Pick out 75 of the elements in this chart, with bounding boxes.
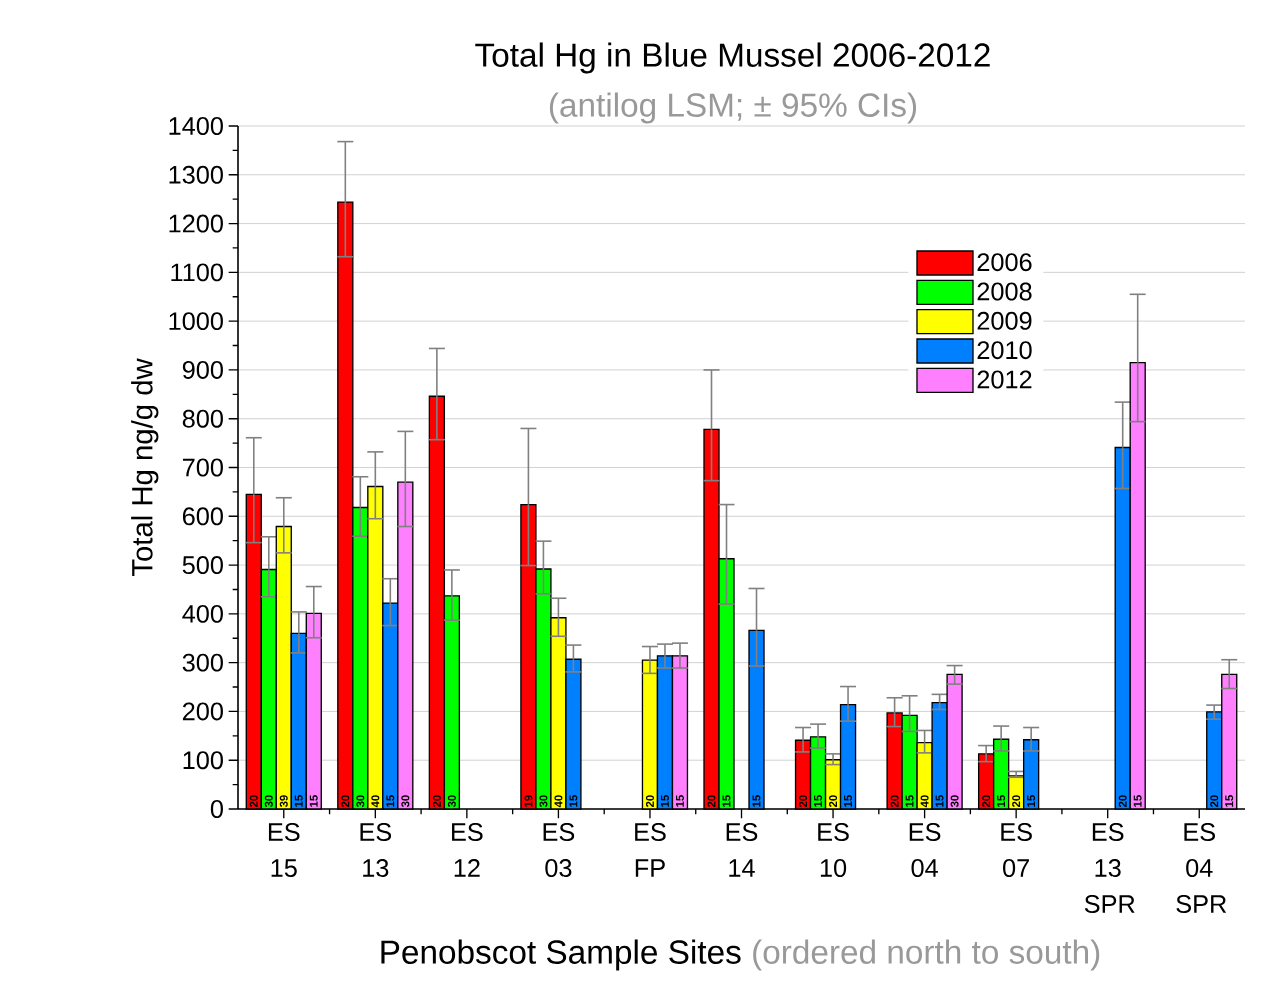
y-tick-label: 900 [182,360,223,379]
y-tick-label: 400 [182,604,223,623]
x-tick-label: ES 13 SPR [1084,823,1135,913]
annotation: 15 [1027,795,1036,807]
y-tick-label: 1200 [169,214,223,233]
annotation: 30 [264,795,273,808]
y-tick-label: 0 [210,800,223,818]
x-tick-label: ES 15 [268,823,300,877]
y-tick-label: 1400 [169,117,223,135]
x-tick-label: ES 14 [726,823,758,877]
annotation: 15 [814,795,822,807]
x-tick-label: ES 03 [543,823,575,877]
x-axis-title: Penobscot Sample Sites [381,939,741,971]
annotation: 30 [539,795,548,808]
x-tick-label: ES 10 [818,823,849,877]
legend-label: 2006 [977,253,1032,272]
annotation: 15 [844,795,852,807]
y-tick-label: 1100 [171,263,223,282]
y-tick-label: 200 [182,702,223,721]
annotation: 15 [661,795,669,807]
annotation: 20 [1210,795,1219,807]
text: (ordered north to south) [753,939,1100,971]
annotation: 15 [294,795,303,807]
legend-label: 2010 [977,341,1032,360]
annotation: 20 [1118,795,1127,807]
annotation: 40 [554,795,563,808]
annotation: 20 [829,795,838,807]
y-tick-label: 800 [182,409,223,428]
annotation: 20 [1012,795,1021,807]
annotation: 30 [401,795,410,808]
x-tick-label: ES 07 [1001,823,1032,877]
annotation: 40 [371,795,380,808]
y-tick-label: 300 [182,653,223,672]
y-tick-label: 500 [182,556,223,575]
annotation: 15 [905,795,914,807]
annotation: 20 [799,795,808,807]
annotation: 15 [569,795,578,807]
annotation: 39 [279,795,288,808]
chart-title: Total Hg in Blue Mussel 2006-2012 [475,42,990,74]
annotation: 30 [447,795,456,808]
y-tick-label: 700 [182,458,223,477]
y-tick-label: 1000 [169,312,223,331]
y-tick-label: 1300 [169,165,223,184]
x-tick-label: ES 04 SPR [1176,823,1227,913]
annotation: 20 [432,795,441,807]
annotation: 30 [950,795,959,808]
x-tick-label: ES 04 [909,823,941,877]
annotation: 20 [890,795,899,807]
annotation: 15 [1133,795,1142,807]
legend-label: 2009 [977,311,1032,330]
y-tick-label: 100 [183,751,223,770]
annotation: 15 [676,795,684,807]
annotation: 20 [707,795,716,807]
annotation: 15 [752,795,761,807]
annotation: 20 [341,795,350,807]
y-tick-label: 600 [182,507,223,526]
annotation: 40 [920,795,929,808]
annotation: 15 [1225,795,1234,807]
annotation: 15 [309,795,318,807]
annotation: 15 [935,795,944,807]
annotation: 15 [997,795,1006,807]
legend-label: 2008 [977,282,1032,301]
annotation: 20 [645,795,654,807]
legend-label: 2012 [977,370,1032,389]
x-tick-label: ES FP [635,823,666,877]
annotation: 15 [386,795,395,807]
x-tick-label: ES 13 [360,823,392,877]
annotation: 15 [722,795,731,807]
annotation: 20 [982,795,991,807]
annotation: 20 [249,795,258,807]
annotation: 30 [356,795,365,808]
x-tick-label: ES 12 [452,823,483,877]
annotation: 19 [524,795,533,807]
chart-subtitle: (antilog LSM; ± 95% CIs) [549,92,917,124]
y-axis-title: Total Hg ng/g dw [131,358,159,577]
